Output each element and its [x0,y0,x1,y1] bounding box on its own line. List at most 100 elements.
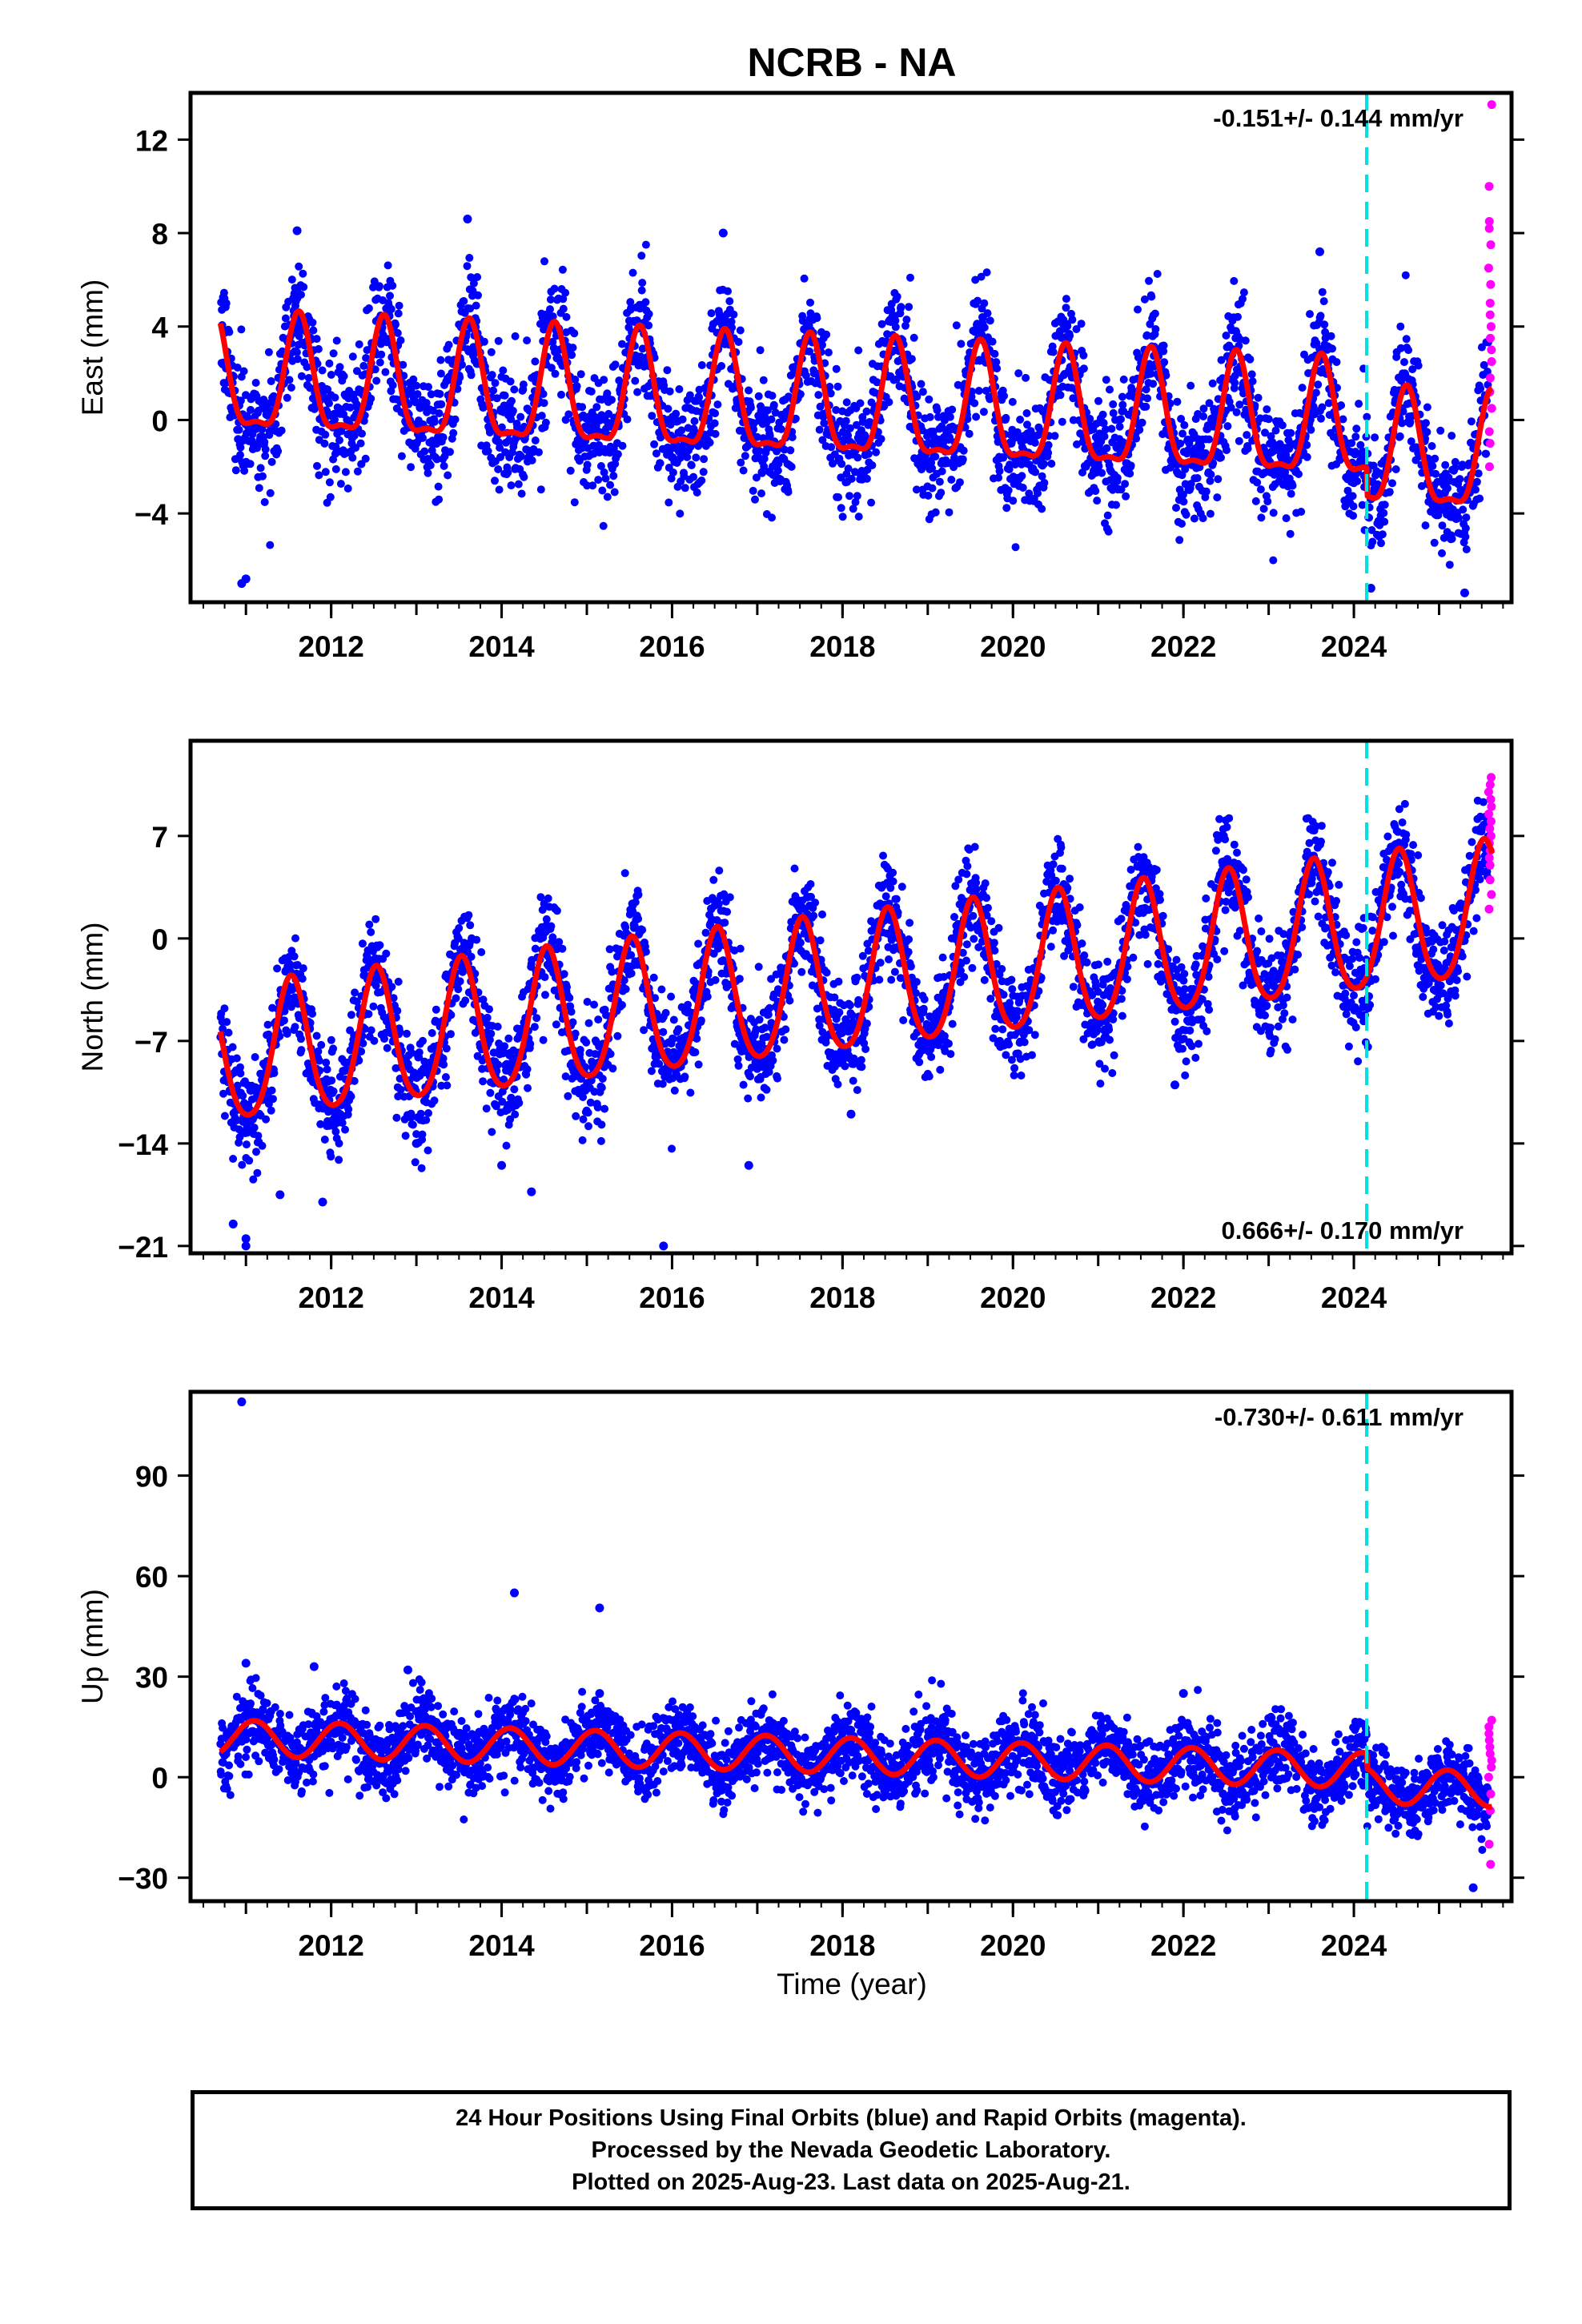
final-orbit-point [1332,358,1341,367]
final-orbit-point [454,985,463,994]
final-orbit-point [832,406,841,414]
final-orbit-point [1467,417,1476,426]
final-orbit-point [1349,502,1358,511]
final-orbit-point [399,360,408,369]
final-orbit-point [428,1029,436,1037]
final-orbit-point [1351,432,1360,441]
final-orbit-point [251,1053,259,1061]
final-orbit-point [1317,414,1325,423]
final-orbit-point [430,1096,439,1105]
final-orbit-point [325,399,333,408]
final-orbit-point [396,1085,405,1094]
final-orbit-point [371,915,380,923]
final-orbit-point [341,1125,349,1134]
final-orbit-point [550,284,559,293]
final-orbit-point [665,498,673,507]
final-orbit-point [1002,504,1011,513]
final-orbit-point [1388,479,1396,488]
final-orbit-point [458,360,466,369]
final-orbit-point [401,1132,410,1140]
final-orbit-point [261,445,270,454]
final-orbit-point [796,390,805,399]
final-orbit-point [686,443,695,451]
final-orbit-point [596,462,605,470]
final-orbit-point [267,1106,275,1115]
rapid-orbit-point [1484,223,1494,233]
final-orbit-point [1347,439,1356,448]
final-orbit-point [1235,400,1244,409]
final-orbit-point [693,1035,701,1043]
final-orbit-point [1106,385,1114,394]
final-orbit-point [383,1043,391,1052]
final-orbit-point [764,1010,773,1019]
final-orbit-point [928,484,937,493]
final-orbit-point [331,464,340,473]
final-orbit-point [1119,375,1128,384]
final-orbit-point [1178,520,1186,528]
final-orbit-point [364,1010,373,1019]
final-orbit-point [862,474,871,483]
final-orbit-point [561,1072,570,1081]
final-orbit-point [283,1029,291,1038]
final-orbit-point [452,994,460,1003]
final-orbit-point [1058,417,1066,426]
y-tick-label: 12 [135,124,168,157]
final-orbit-point [291,934,299,943]
final-orbit-point [231,466,240,475]
final-orbit-point [317,1040,326,1049]
final-orbit-point [824,348,833,357]
final-orbit-point [416,1109,425,1118]
final-orbit-point [1202,487,1211,496]
final-orbit-point [500,1076,508,1084]
final-orbit-point [1023,420,1031,429]
final-orbit-point [375,941,384,950]
final-orbit-point [321,430,330,439]
final-orbit-point [1149,380,1158,388]
final-orbit-point [351,988,359,997]
final-orbit-point [377,350,386,359]
final-orbit-point [560,970,568,979]
final-orbit-point [664,1068,673,1076]
final-orbit-point [562,312,571,321]
final-orbit-point [599,521,608,530]
final-orbit-point [1295,470,1303,478]
final-orbit-point [1034,489,1042,497]
final-orbit-point [338,1119,347,1128]
final-orbit-point [1199,514,1207,523]
final-orbit-point [394,309,403,318]
final-orbit-point [1251,497,1260,505]
final-orbit-point [1049,348,1058,356]
final-orbit-point [806,880,815,888]
final-orbit-point [825,383,834,391]
final-orbit-point [854,346,863,355]
final-orbit-point [308,318,317,327]
final-orbit-point [610,488,619,497]
final-orbit-point [260,498,269,506]
final-orbit-point [1132,434,1141,443]
final-orbit-point [618,441,627,450]
final-orbit-point [933,406,942,415]
final-orbit-point [1177,415,1186,423]
final-orbit-point [267,457,276,466]
final-orbit-point [845,424,854,432]
final-orbit-point [258,425,267,434]
final-orbit-point [263,1020,272,1029]
final-orbit-point [1008,397,1017,406]
final-orbit-point [327,1076,336,1085]
final-orbit-point [852,420,861,429]
final-orbit-point [343,485,352,493]
final-orbit-point [511,332,520,340]
final-orbit-point [1102,376,1110,384]
final-orbit-point [1214,475,1223,484]
final-orbit-point [1109,400,1118,408]
final-orbit-point [582,1038,591,1047]
final-orbit-point [1068,316,1077,324]
final-orbit-point [658,1080,667,1088]
final-orbit-point [249,1175,258,1184]
final-orbit-point [1368,537,1377,546]
final-orbit-point [686,1088,695,1097]
final-orbit-point [1062,304,1070,312]
final-orbit-point [559,295,568,304]
final-orbit-point [990,349,999,358]
rapid-orbit-point [1484,216,1494,226]
